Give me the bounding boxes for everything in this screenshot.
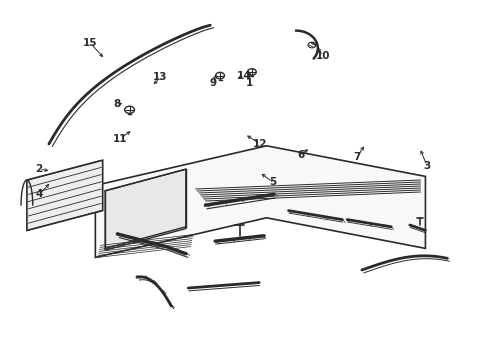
Text: 5: 5 [268,177,275,187]
Text: 4: 4 [35,189,43,199]
Text: 12: 12 [252,139,267,149]
Text: 13: 13 [153,72,167,82]
Text: 15: 15 [83,38,98,48]
Text: 10: 10 [315,51,329,61]
Polygon shape [27,160,102,230]
Text: 3: 3 [423,161,429,171]
Polygon shape [95,146,425,257]
Polygon shape [105,169,185,250]
Text: 9: 9 [209,78,216,88]
Text: 1: 1 [245,78,252,88]
Text: 8: 8 [114,99,121,109]
Text: 11: 11 [112,134,127,144]
Text: 14: 14 [237,71,251,81]
Text: 2: 2 [36,164,42,174]
Text: 6: 6 [297,150,304,160]
Text: 7: 7 [352,152,360,162]
